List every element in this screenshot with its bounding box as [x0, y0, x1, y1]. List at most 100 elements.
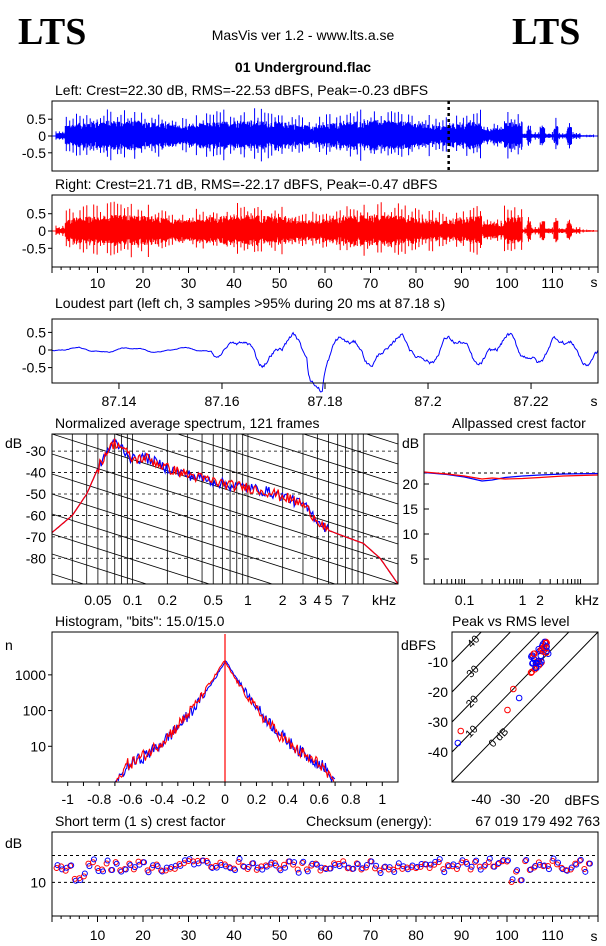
shortterm-point-left — [400, 863, 407, 870]
shortterm-xtick-label: 70 — [363, 927, 379, 943]
spectrum-ytick-label: -60 — [26, 507, 46, 523]
shortterm-point-right — [485, 859, 492, 866]
right-waveform-xtick-label: 50 — [272, 275, 288, 291]
spectrum-title: Normalized average spectrum, 121 frames — [55, 415, 320, 431]
spectrum-group — [52, 434, 398, 584]
spectrum-xtick-label: 5 — [325, 592, 333, 608]
shortterm-point-right — [558, 864, 565, 871]
shortterm-point-right — [531, 864, 538, 871]
loudest-part-title: Loudest part (left ch, 3 samples >95% du… — [55, 295, 445, 311]
shortterm-point-left — [541, 862, 548, 869]
shortterm-point-left — [509, 876, 516, 883]
histogram-xtick-label: 0.6 — [310, 791, 330, 807]
spectrum-frame — [51, 433, 399, 585]
shortterm-point-right — [431, 861, 438, 868]
shortterm-point-left — [582, 868, 589, 875]
spectrum-xtick-label: 3 — [299, 592, 307, 608]
peak-rms-title: Peak vs RMS level — [452, 613, 569, 629]
right-waveform-xtick-label: 10 — [90, 275, 106, 291]
spectrum-ytick-label: -70 — [26, 529, 46, 545]
peakrms-point — [543, 643, 550, 650]
shortterm-point-left — [277, 867, 284, 874]
shortterm-point-left — [432, 858, 439, 865]
shortterm-point-left — [368, 858, 375, 865]
shortterm-point-left — [545, 866, 552, 873]
peakrms-ytick-label: -30 — [428, 714, 448, 730]
histogram-xtick-label: -0.2 — [181, 791, 205, 807]
left-waveform-trace — [55, 108, 594, 162]
shortterm-point-right — [353, 860, 360, 867]
shortterm-point-left — [586, 860, 593, 867]
histogram-xtick-label: 1 — [378, 791, 386, 807]
shortterm-point-right — [281, 861, 288, 868]
shortterm-point-right — [494, 861, 501, 868]
shortterm-point-right — [180, 860, 187, 867]
histogram-ytick-label: 10 — [30, 738, 46, 754]
spectrum-slope-line — [52, 493, 337, 584]
histogram-ylabel: n — [5, 637, 13, 653]
shortterm-point-right — [472, 858, 479, 865]
shortterm-point-left — [341, 861, 348, 868]
shortterm-point-right — [417, 863, 424, 870]
shortterm-point-left — [54, 862, 61, 869]
shortterm-point-right — [80, 873, 87, 880]
shortterm-ylabel: dB — [5, 835, 22, 851]
shortterm-point-left — [109, 866, 116, 873]
right-waveform-xtick-label: 60 — [317, 275, 333, 291]
crest-factor-title: Allpassed crest factor — [452, 415, 586, 431]
shortterm-point-left — [100, 868, 107, 875]
peakrms-point — [532, 659, 540, 667]
shortterm-point-right — [340, 858, 347, 865]
shortterm-point-left — [68, 862, 75, 869]
spectrum-slope-line — [52, 434, 398, 545]
logo-right: LTS — [512, 11, 580, 53]
shortterm-point-right — [103, 860, 110, 867]
shortterm-point-left — [200, 857, 207, 864]
spectrum-slope-line — [52, 473, 398, 584]
peakrms-diagonal-label: 0 dB — [487, 726, 511, 750]
crest-xunit: kHz — [575, 592, 599, 608]
spectrum-xtick-label: 0.5 — [203, 592, 223, 608]
peakrms-diagonal — [452, 632, 482, 663]
shortterm-point-right — [394, 863, 401, 870]
shortterm-point-left — [454, 862, 461, 869]
peakrms-point — [542, 640, 550, 647]
peakrms-diagonal — [452, 632, 511, 693]
shortterm-point-left — [523, 856, 530, 863]
shortterm-point-left — [363, 862, 370, 869]
crest-xtick-label: 0.1 — [455, 592, 475, 608]
histogram-xtick-label: -1 — [62, 791, 75, 807]
histogram-xtick-label: 0.4 — [278, 791, 298, 807]
shortterm-point-right — [572, 860, 579, 867]
peakrms-point — [532, 664, 539, 671]
shortterm-point-right — [317, 867, 324, 874]
peakrms-diagonal-label: 30 — [465, 663, 482, 680]
spectrum-ylabel: dB — [5, 435, 22, 451]
shortterm-xtick-label: 110 — [541, 927, 564, 943]
right-waveform-xtick-label: 40 — [226, 275, 242, 291]
shortterm-point-right — [576, 857, 583, 864]
shortterm-xtick-label: 40 — [226, 927, 242, 943]
right-waveform-trace — [55, 201, 594, 258]
right-waveform-ytick-label: -0.5 — [22, 240, 46, 256]
short-term-crest-title: Short term (1 s) crest factor — [55, 813, 226, 829]
crest-right-curve — [423, 471, 599, 480]
shortterm-xtick-label: 30 — [181, 927, 197, 943]
shortterm-point-left — [113, 860, 120, 867]
shortterm-point-right — [426, 864, 433, 871]
spectrum-slope-line — [113, 434, 398, 525]
peakrms-point — [454, 739, 462, 747]
app-title: MasVis ver 1.2 - www.lts.a.se — [212, 27, 395, 43]
peakrms-ytick-label: -40 — [428, 744, 448, 760]
spectrum-xtick-label: 0.05 — [84, 592, 111, 608]
logo-left: LTS — [18, 11, 86, 53]
loudest-xunit: s — [591, 393, 598, 409]
right-waveform-title: Right: Crest=21.71 dB, RMS=-22.17 dBFS, … — [55, 176, 437, 192]
histogram-xtick-label: 0 — [221, 791, 229, 807]
left-waveform-ytick-label: -0.5 — [22, 145, 46, 161]
peakrms-yunit: dBFS — [401, 637, 436, 653]
loudest-part-xtick-label: 87.2 — [414, 393, 441, 409]
shortterm-point-right — [299, 860, 306, 867]
shortterm-point-right — [435, 859, 442, 866]
